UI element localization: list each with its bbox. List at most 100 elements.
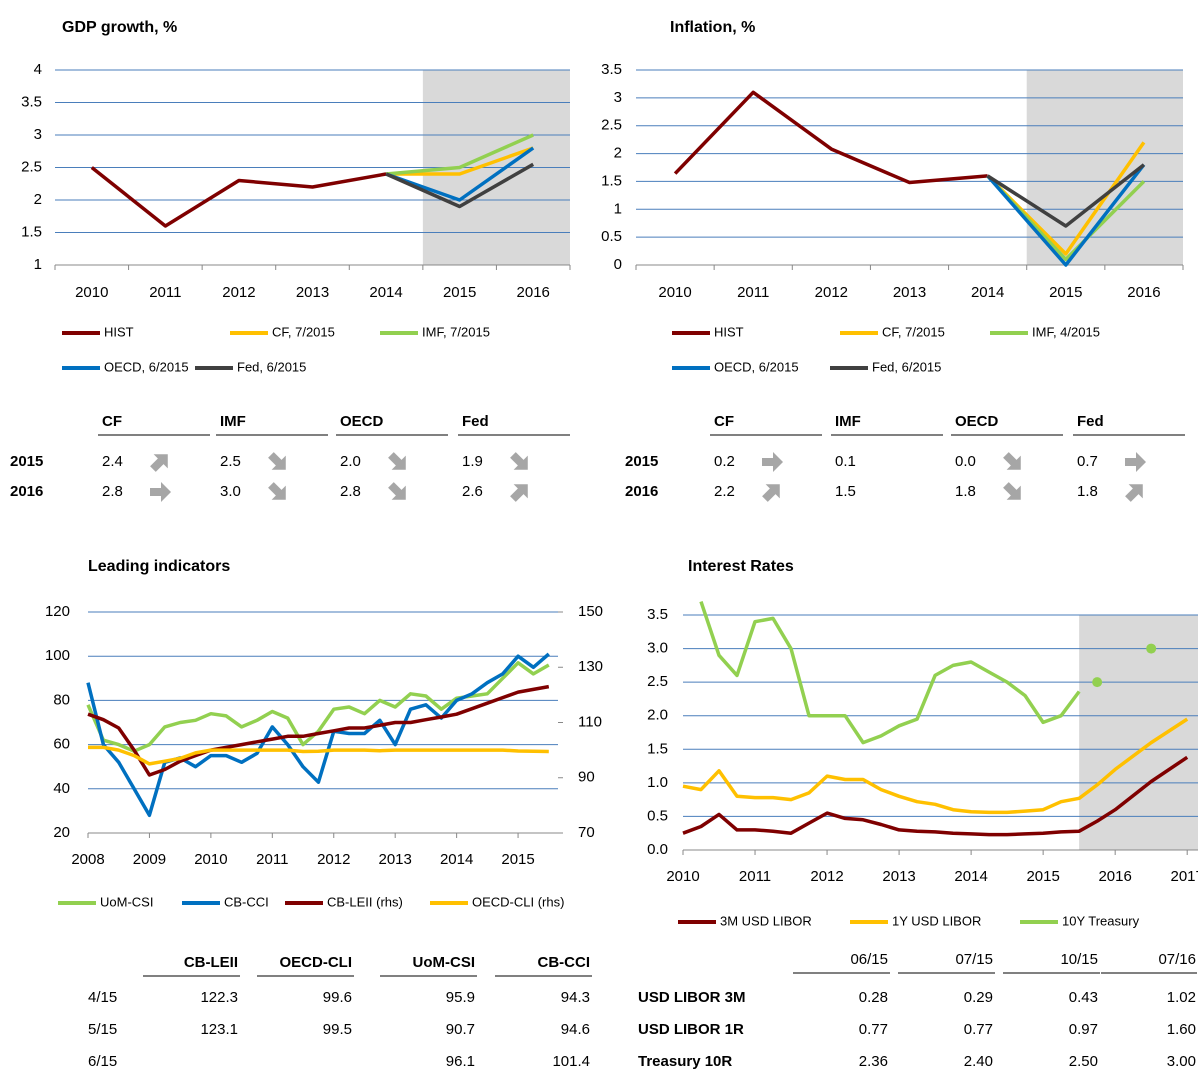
y2-tick-label: 150 [578, 603, 603, 620]
table-cell: 2.40 [964, 1053, 993, 1070]
chart-title: Inflation, % [670, 19, 755, 36]
y2-tick-label: 90 [578, 769, 595, 786]
x-tick-label: 2012 [222, 284, 255, 301]
table-cell: 99.6 [323, 989, 352, 1006]
x-tick-label: 2010 [666, 868, 699, 885]
y-tick-label: 0.5 [647, 807, 668, 824]
x-tick-label: 2011 [739, 868, 771, 885]
arrow-icon [388, 452, 406, 470]
column-header: 10/15 [1060, 951, 1098, 968]
table-cell: 0.7 [1077, 453, 1098, 470]
table-cell: 2.4 [102, 453, 123, 470]
x-tick-label: 2013 [296, 284, 329, 301]
legend-label: CB-CCI [224, 894, 269, 909]
x-tick-label: 2013 [882, 868, 915, 885]
arrow-icon [1125, 484, 1143, 502]
column-header: UoM-CSI [413, 954, 476, 971]
x-tick-label: 2010 [75, 284, 108, 301]
table-cell: 0.1 [835, 453, 856, 470]
x-tick-label: 2012 [815, 284, 848, 301]
y2-tick-label: 70 [578, 824, 595, 841]
x-tick-label: 2015 [501, 851, 534, 868]
table-cell: 0.29 [964, 989, 993, 1006]
x-tick-label: 2014 [954, 868, 987, 885]
y-tick-label: 0 [614, 256, 622, 273]
x-tick-label: 2015 [443, 284, 476, 301]
y-tick-label: 0.0 [647, 841, 668, 858]
y-tick-label: 1.5 [21, 223, 42, 240]
series-line [385, 133, 534, 176]
y-tick-label: 2.5 [601, 117, 622, 134]
series-line [86, 661, 550, 753]
y-tick-label: 3 [34, 126, 42, 143]
forecast-shade [1079, 615, 1198, 850]
column-header: OECD-CLI [280, 954, 353, 971]
row-label: 6/15 [88, 1053, 117, 1070]
table-cell: 95.9 [446, 989, 475, 1006]
x-tick-label: 2013 [893, 284, 926, 301]
legend-label: 10Y Treasury [1062, 913, 1140, 928]
table-cell: 99.5 [323, 1021, 352, 1038]
series-line [699, 601, 1081, 745]
x-tick-label: 2013 [379, 851, 412, 868]
legend-label: OECD-CLI (rhs) [472, 894, 564, 909]
series-line [88, 745, 549, 766]
arrow-icon [762, 484, 780, 502]
table-cell: 1.60 [1167, 1021, 1196, 1038]
series-line [682, 717, 1189, 815]
x-tick-label: 2010 [194, 851, 227, 868]
column-header: CB-LEII [184, 954, 238, 971]
column-header: CB-CCI [538, 954, 591, 971]
y-tick-label: 2 [34, 191, 42, 208]
x-tick-label: 2015 [1049, 284, 1082, 301]
y-tick-label: 40 [53, 780, 70, 797]
y-tick-label: 2 [614, 145, 622, 162]
column-header: 07/15 [955, 951, 993, 968]
arrow-icon [762, 452, 783, 472]
arrow-icon [1125, 452, 1146, 472]
table-cell: 2.50 [1069, 1053, 1098, 1070]
y-tick-label: 4 [34, 61, 42, 78]
x-tick-label: 2012 [810, 868, 843, 885]
legend-label: CF, 7/2015 [272, 324, 335, 339]
column-header: IMF [835, 413, 861, 430]
y-tick-label: 2.0 [647, 707, 668, 724]
x-tick-label: 2014 [440, 851, 473, 868]
column-header: 06/15 [850, 951, 888, 968]
y-tick-label: 1.0 [647, 774, 668, 791]
forecast-point [1146, 643, 1157, 654]
legend-label: OECD, 6/2015 [714, 359, 799, 374]
x-tick-label: 2016 [1098, 868, 1131, 885]
arrow-icon [150, 482, 171, 502]
legend-label: IMF, 7/2015 [422, 324, 490, 339]
table-cell: 2.8 [102, 483, 123, 500]
x-tick-label: 2017 [1171, 868, 1198, 885]
legend-label: OECD, 6/2015 [104, 359, 189, 374]
x-tick-label: 2016 [1127, 284, 1160, 301]
y-tick-label: 2.5 [647, 673, 668, 690]
y-tick-label: 100 [45, 647, 70, 664]
table-cell: 1.5 [835, 483, 856, 500]
arrow-icon [1003, 482, 1021, 500]
row-label: 2016 [625, 483, 658, 500]
table-cell: 1.02 [1167, 989, 1196, 1006]
x-tick-label: 2010 [658, 284, 691, 301]
x-tick-label: 2016 [517, 284, 550, 301]
series-line [90, 166, 387, 228]
legend-label: UoM-CSI [100, 894, 153, 909]
row-label: Treasury 10R [638, 1053, 732, 1070]
y-tick-label: 3.5 [601, 61, 622, 78]
series-line [87, 684, 550, 777]
table-cell: 2.8 [340, 483, 361, 500]
x-tick-label: 2015 [1026, 868, 1059, 885]
y-tick-label: 2.5 [21, 158, 42, 175]
column-header: OECD [340, 413, 384, 430]
arrow-icon [268, 452, 286, 470]
table-cell: 96.1 [446, 1053, 475, 1070]
legend-label: 3M USD LIBOR [720, 913, 812, 928]
chart-title: Interest Rates [688, 558, 794, 575]
row-label: 4/15 [88, 989, 117, 1006]
forecast-point [1092, 677, 1103, 688]
x-tick-label: 2011 [149, 284, 181, 301]
table-cell: 3.0 [220, 483, 241, 500]
